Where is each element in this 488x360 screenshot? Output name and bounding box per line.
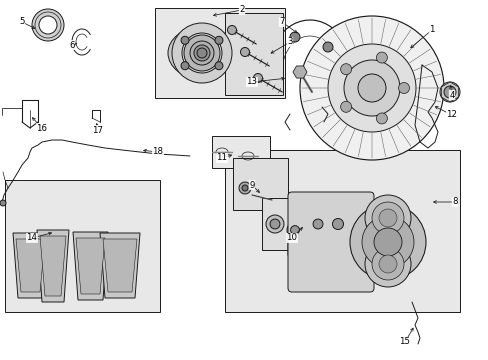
Polygon shape [13, 233, 48, 298]
Polygon shape [40, 236, 66, 296]
Circle shape [323, 42, 332, 52]
Bar [212, 136, 269, 168]
Circle shape [376, 52, 386, 63]
Text: 11: 11 [216, 153, 227, 162]
Circle shape [343, 60, 399, 116]
Bar [262, 198, 356, 250]
Polygon shape [73, 232, 108, 300]
Circle shape [194, 45, 209, 61]
Text: 4: 4 [448, 90, 454, 99]
Text: 10: 10 [286, 234, 297, 243]
Circle shape [289, 32, 299, 42]
FancyBboxPatch shape [287, 192, 373, 292]
Bar [155, 8, 285, 98]
Circle shape [183, 35, 220, 71]
Text: 2: 2 [239, 5, 244, 14]
Circle shape [357, 74, 385, 102]
Text: 3: 3 [286, 37, 292, 46]
Circle shape [172, 23, 231, 83]
Text: 18: 18 [152, 148, 163, 157]
Circle shape [332, 219, 343, 230]
Circle shape [308, 215, 326, 233]
Circle shape [371, 202, 403, 234]
Circle shape [190, 41, 214, 65]
Circle shape [443, 86, 455, 98]
Polygon shape [37, 230, 69, 302]
Text: 13: 13 [246, 77, 257, 86]
Text: 17: 17 [92, 126, 103, 135]
Circle shape [361, 216, 413, 268]
Circle shape [290, 226, 299, 234]
Circle shape [181, 36, 189, 44]
Circle shape [371, 248, 403, 280]
Polygon shape [103, 239, 137, 292]
Circle shape [378, 209, 396, 227]
Circle shape [373, 228, 401, 256]
Circle shape [181, 62, 189, 70]
Circle shape [269, 219, 279, 229]
Bar [5, 180, 160, 312]
Circle shape [239, 182, 250, 194]
Circle shape [32, 9, 64, 41]
Circle shape [349, 204, 425, 280]
Text: 7: 7 [279, 18, 284, 27]
Circle shape [376, 113, 386, 124]
Circle shape [265, 215, 284, 233]
Circle shape [227, 26, 236, 35]
Circle shape [327, 214, 347, 234]
Circle shape [439, 82, 459, 102]
Circle shape [340, 101, 351, 112]
Circle shape [340, 64, 351, 75]
Circle shape [240, 48, 249, 57]
Circle shape [364, 241, 410, 287]
Circle shape [197, 48, 206, 58]
Bar [224, 13, 283, 95]
Polygon shape [292, 66, 306, 78]
Circle shape [182, 33, 222, 73]
Circle shape [312, 219, 322, 229]
Bar [232, 158, 287, 210]
Polygon shape [100, 233, 140, 298]
Text: 1: 1 [428, 26, 434, 35]
Polygon shape [441, 82, 458, 102]
Text: 5: 5 [19, 18, 25, 27]
Circle shape [215, 36, 223, 44]
Text: 6: 6 [69, 40, 75, 49]
Circle shape [398, 82, 408, 94]
Circle shape [242, 185, 247, 191]
Circle shape [378, 255, 396, 273]
Text: 15: 15 [399, 338, 409, 346]
Text: 16: 16 [37, 123, 47, 132]
Circle shape [327, 44, 415, 132]
Circle shape [0, 200, 6, 206]
Circle shape [286, 222, 303, 238]
Polygon shape [76, 238, 105, 294]
Circle shape [39, 16, 57, 34]
Text: 9: 9 [249, 180, 254, 189]
Circle shape [364, 195, 410, 241]
Text: 8: 8 [451, 198, 457, 207]
Circle shape [253, 73, 262, 82]
Text: 14: 14 [26, 234, 38, 243]
Polygon shape [16, 239, 45, 292]
Ellipse shape [168, 27, 236, 79]
Circle shape [299, 16, 443, 160]
Text: 12: 12 [446, 111, 457, 120]
Bar [224, 150, 459, 312]
Circle shape [215, 62, 223, 70]
